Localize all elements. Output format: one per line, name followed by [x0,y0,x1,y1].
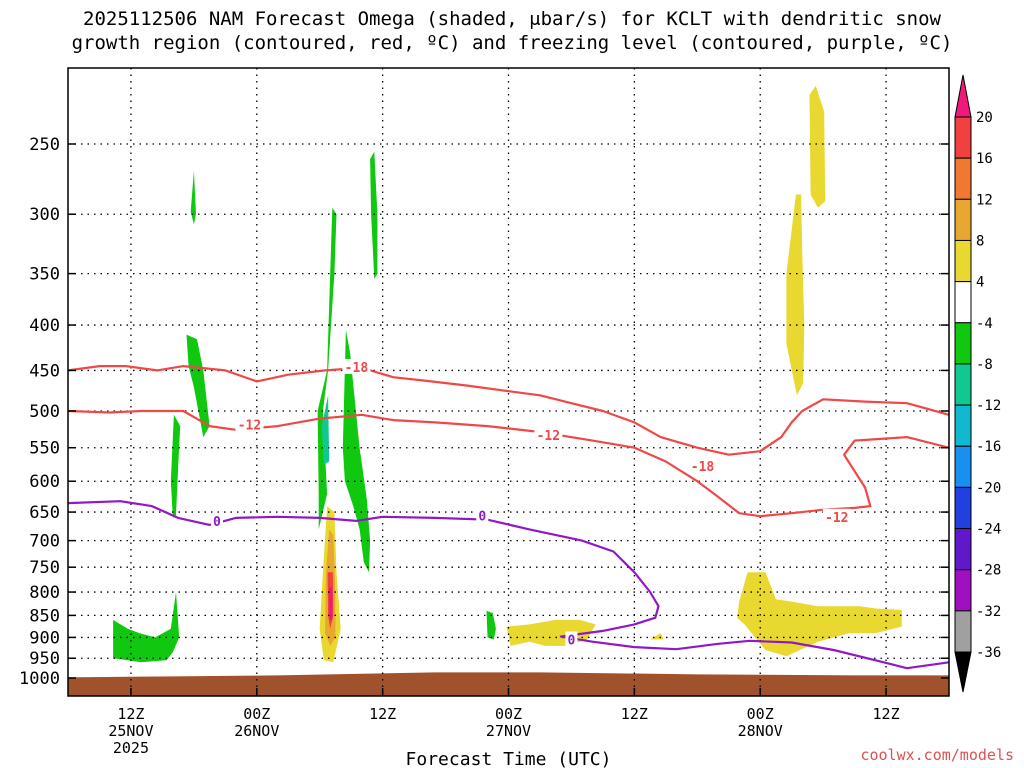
colorbar-label-5: -4 [976,316,993,332]
contour-label-2-bg [822,508,851,524]
colorbar-label-9: -20 [976,480,1001,496]
colorbar-label-8: -16 [976,439,1001,455]
chart-title-line-2: growth region (contoured, red, ºC) and f… [71,32,953,54]
colorbar-label-11: -28 [976,563,1001,579]
colorbar-label-1: 16 [976,151,993,167]
colorbar-bin-2 [954,198,972,241]
sink-green-5 [317,207,337,530]
sink-green-6 [342,329,371,573]
y-tick-label-600: 600 [29,472,60,492]
freezing-level-contour-label-bg [476,507,489,523]
x-tick-label-h42-1: 00Z [495,705,522,723]
contour-label-1-bg [688,458,717,474]
colorbar-bin-7 [954,404,972,447]
colorbar-label-4: 4 [976,275,984,291]
sink-green-4 [186,334,210,438]
colorbar-bin-5 [954,322,972,365]
rise-yellow-5 [809,85,826,208]
temp-minus18-contour-label: -18 [345,361,369,376]
colorbar-bin-12 [954,610,972,653]
y-tick-label-1000: 1000 [19,669,60,689]
colorbar-bin-10 [954,528,972,571]
freezing-level-contour [68,500,949,670]
colorbar-bin-8 [954,445,972,488]
x-tick-label-h42-2: 27NOV [486,722,531,740]
x-tick-label-h6-3: 2025 [113,739,149,757]
y-tick-label-350: 350 [29,265,60,285]
contour-label-4-bg [565,631,578,647]
y-tick-label-950: 950 [29,649,60,669]
sink-green-3 [190,170,196,225]
freezing-level-contour-label: 0 [478,510,486,525]
x-tick-label-h30-1: 12Z [369,705,396,723]
temp-minus18-contour [68,365,949,456]
contour-label-4: 0 [568,634,576,649]
x-tick-label-h78-1: 12Z [873,705,900,723]
colorbar-max-arrow [954,74,972,118]
colorbar: 20 16 12 8 4 -4 -8 -12 -16 -20 -24 -28 -32 -36 [954,74,1001,693]
x-axis-label: Forecast Time (UTC) [406,749,612,768]
sink-teal-5 [321,395,330,465]
contour-label-0-bg [534,426,563,442]
colorbar-bin-4 [954,281,972,324]
colorbar-label-12: -32 [976,604,1001,620]
ground-terrain [68,672,949,696]
x-tick-label-h66-2: 28NOV [738,722,783,740]
y-tick-label-800: 800 [29,583,60,603]
colorbar-min-arrow [954,651,972,693]
temp-minus12-contour [68,409,949,518]
x-tick-label-h6-2: 25NOV [108,722,153,740]
colorbar-bin-6 [954,363,972,406]
colorbar-label-7: -12 [976,398,1001,414]
temp-minus12-contour-label: -12 [238,419,261,434]
rise-yellow-3 [650,633,664,640]
contour-label-1: -18 [691,460,715,475]
y-tick-label-500: 500 [29,402,60,422]
y-tick-label-650: 650 [29,503,60,523]
y-tick-label-750: 750 [29,558,60,578]
colorbar-bin-3 [954,239,972,283]
rise-yellow-6 [786,194,805,396]
y-tick-label-700: 700 [29,532,60,552]
sink-green-7 [370,151,378,280]
chart-title-line-1: 2025112506 NAM Forecast Omega (shaded, μ… [83,8,941,30]
colorbar-label-13: -36 [976,645,1001,661]
rise-magenta-1 [329,587,333,620]
y-tick-label-250: 250 [29,135,60,155]
colorbar-label-0: 20 [976,110,993,126]
x-tick-label-h6-1: 12Z [117,705,144,723]
sink-green-8 [486,610,496,640]
y-tick-label-550: 550 [29,439,60,459]
colorbar-bin-9 [954,486,972,530]
x-tick-label-h18-1: 00Z [243,705,270,723]
x-tick-label-h66-1: 00Z [747,705,774,723]
colorbar-bin-11 [954,569,972,612]
temp-minus12-contour-label-bg [235,416,264,432]
colorbar-bin-1 [954,157,972,200]
colorbar-bin-0 [954,116,972,159]
sink-green-2 [170,414,181,518]
y-tick-label-450: 450 [29,361,60,381]
colorbar-label-3: 8 [976,233,984,249]
x-tick-label-h18-2: 26NOV [234,722,279,740]
y-tick-label-300: 300 [29,205,60,225]
contour-label-3: 0 [213,515,221,530]
plot-area: -18 -12 0 -12 -18 -12 0 0 [68,68,949,696]
y-tick-label-850: 850 [29,606,60,626]
temp-minus18-contour-label-bg [342,358,371,374]
contour-label-0: -12 [537,429,560,444]
y-tick-label-400: 400 [29,316,60,336]
contour-label-3-bg [210,512,223,528]
sink-green-1 [113,592,180,663]
colorbar-label-6: -8 [976,357,993,373]
rise-yellow-4 [737,572,902,657]
x-tick-label-h54-1: 12Z [621,705,648,723]
source-credit: coolwx.com/models [860,746,1014,764]
colorbar-label-10: -24 [976,522,1001,538]
y-tick-label-900: 900 [29,628,60,648]
colorbar-label-2: 12 [976,192,993,208]
contour-label-2: -12 [825,511,848,526]
